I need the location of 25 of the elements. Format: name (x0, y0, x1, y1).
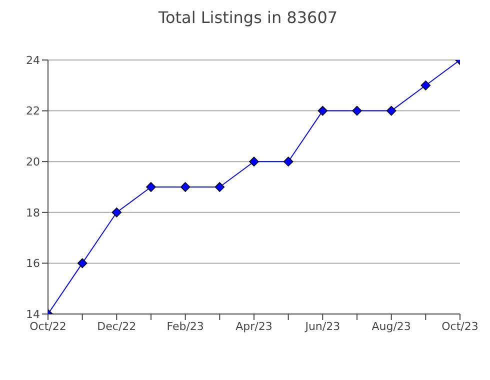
x-tick-label: Jun/23 (304, 320, 340, 333)
point (318, 106, 328, 116)
point (214, 182, 225, 192)
point (283, 156, 294, 166)
x-tick-label: Oct/22 (30, 320, 66, 333)
point (352, 106, 362, 116)
x-tick-label: Oct/23 (442, 320, 478, 333)
point (112, 208, 122, 218)
point (249, 156, 259, 166)
x-tick-label: Feb/23 (166, 320, 204, 333)
point (180, 182, 190, 192)
y-tick-label: 14 (26, 308, 40, 321)
x-tick-label: Aug/23 (372, 320, 411, 333)
y-tick-label: 20 (26, 156, 40, 169)
x-tick-label: Dec/22 (97, 320, 136, 333)
chart-title: Total Listings in 83607 (157, 8, 339, 27)
point (386, 106, 396, 116)
y-tick-label: 22 (26, 104, 40, 118)
point (420, 80, 431, 90)
point (146, 182, 156, 192)
point (77, 258, 88, 268)
y-tick-label: 24 (26, 54, 40, 67)
y-tick-label: 16 (26, 257, 40, 270)
y-tick-label: 18 (26, 206, 40, 220)
x-tick-label: Apr/23 (236, 320, 272, 333)
